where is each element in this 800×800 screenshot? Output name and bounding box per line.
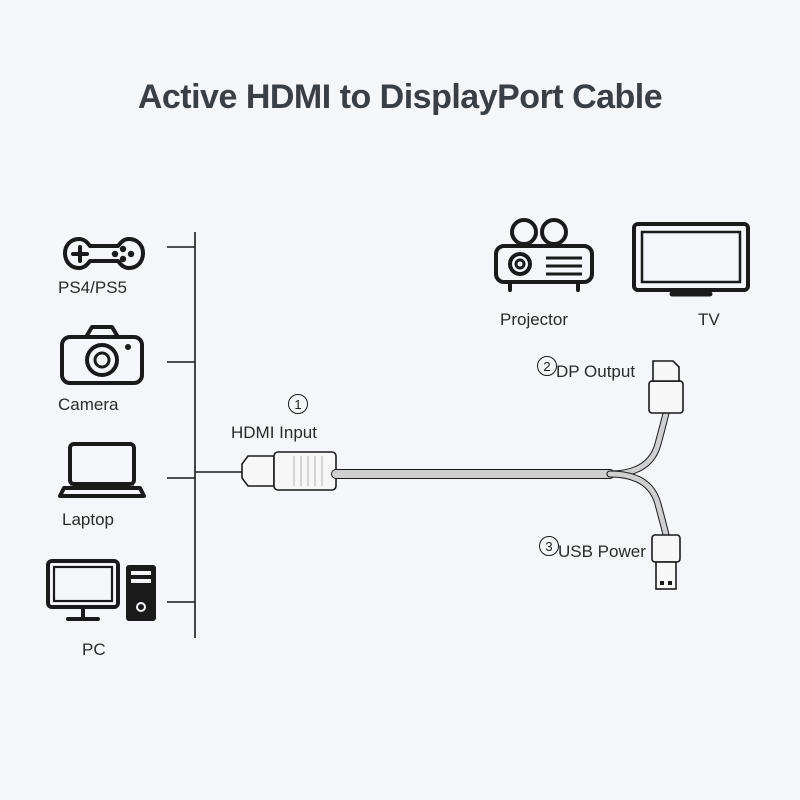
game-controller-icon bbox=[65, 239, 143, 268]
diagram-svg-layer bbox=[0, 0, 800, 800]
usb-connector-icon bbox=[652, 535, 680, 589]
displayport-connector-icon bbox=[649, 361, 683, 413]
hdmi-connector-icon bbox=[242, 452, 336, 490]
pc-icon bbox=[48, 561, 156, 621]
camera-icon bbox=[62, 327, 142, 383]
laptop-icon bbox=[60, 444, 144, 496]
diagram-canvas: Active HDMI to DisplayPort Cable PS4/PS5… bbox=[0, 0, 800, 800]
tv-icon bbox=[634, 224, 748, 294]
projector-icon bbox=[496, 220, 592, 290]
